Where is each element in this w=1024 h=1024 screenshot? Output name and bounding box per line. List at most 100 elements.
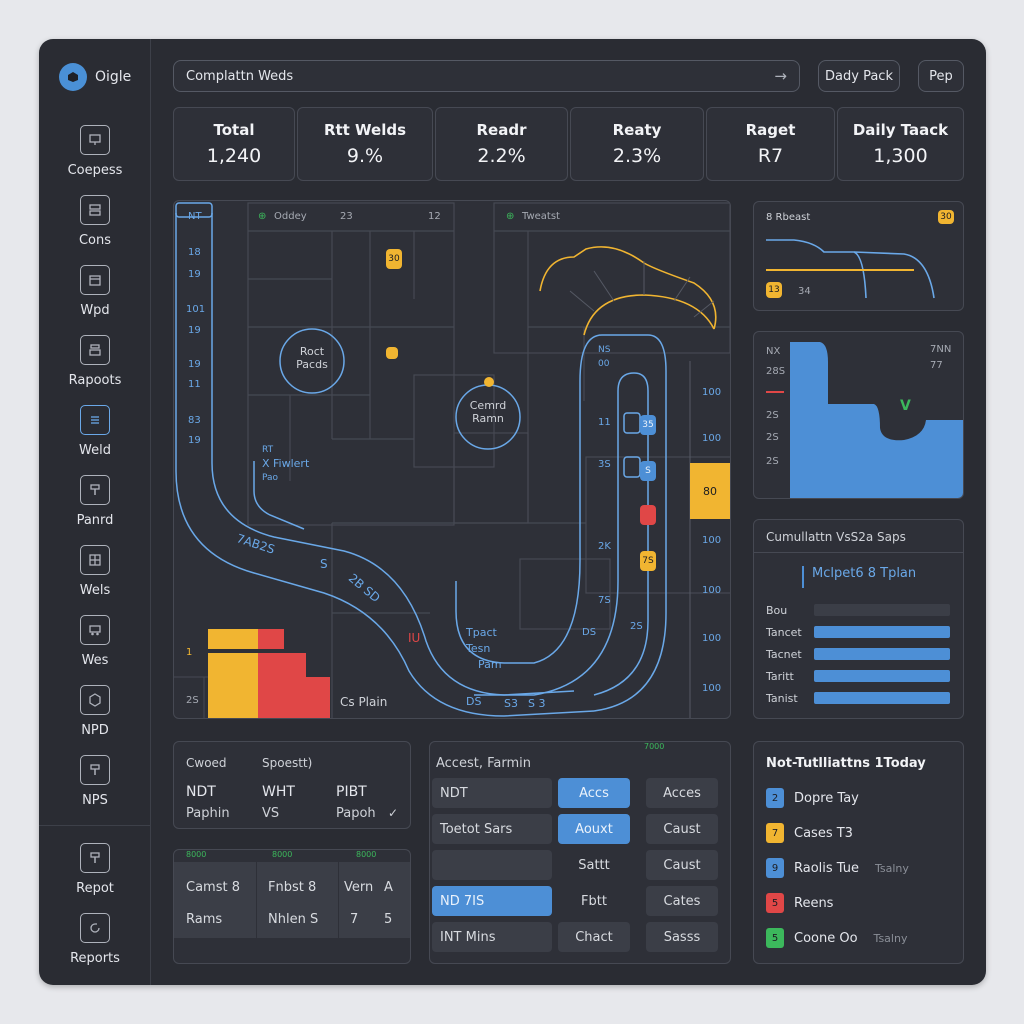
track-label: 19 xyxy=(188,269,201,280)
notifications-panel: Not-Tutlliattns 1Today 2 Dopre Tay 7 Cases … xyxy=(753,741,964,964)
stat-value: 9.% xyxy=(346,145,384,167)
notification-item[interactable]: 9 Raolis Tue Tsalny xyxy=(766,858,909,878)
area-panel: V NX 28S 2S 2S 2S 7NN 77 xyxy=(753,331,964,499)
mark: 8000 xyxy=(186,850,207,859)
sidebar-item-coepess[interactable]: Coepess xyxy=(39,125,151,178)
stat-label: Readr xyxy=(476,121,527,139)
sidebar-item-label: Coepess xyxy=(67,163,123,178)
lane-badge[interactable]: 7S xyxy=(640,551,656,571)
sidebar-item-label: NPD xyxy=(81,723,109,738)
access-button[interactable]: Caust xyxy=(646,850,718,880)
app-name: Oigle xyxy=(95,69,132,85)
track-label: 101 xyxy=(186,304,206,315)
sidebar-item-wes[interactable]: Wes xyxy=(39,615,151,668)
roct-station[interactable]: Roct Pacds xyxy=(280,345,344,371)
fiwlert-label: RT X Fiwlert Pao xyxy=(262,443,309,485)
area-label: 77 xyxy=(930,360,943,371)
subtitle-marker xyxy=(802,566,804,588)
check-icon[interactable]: ✓ xyxy=(388,806,399,820)
report-icon xyxy=(80,843,110,873)
sidebar-item-panrd[interactable]: Panrd xyxy=(39,475,151,528)
cumulative-track xyxy=(814,604,950,616)
lane-badge[interactable]: S xyxy=(640,461,656,481)
access-button[interactable]: Acces xyxy=(646,778,718,808)
mark: 7000 xyxy=(644,742,665,751)
notification-item[interactable]: 7 Cases T3 xyxy=(766,823,853,843)
access-button[interactable]: Sasss xyxy=(646,922,718,952)
panel-badge[interactable]: 30 xyxy=(938,210,954,224)
sidebar-item-reports[interactable]: Reports xyxy=(39,913,151,966)
access-button[interactable]: Sattt xyxy=(578,857,610,873)
sidebar-item-cons[interactable]: Cons xyxy=(39,195,151,248)
access-cell[interactable]: INT Mins xyxy=(432,922,552,952)
access-cell[interactable]: ND 7IS xyxy=(432,886,552,916)
curve-label: IU xyxy=(408,631,421,645)
cell: Paphin xyxy=(186,806,230,821)
access-cell[interactable]: NDT xyxy=(432,778,552,808)
station-line: Cemrd xyxy=(469,399,507,412)
stat-label: Total xyxy=(213,121,255,139)
sidebar-item-weld[interactable]: Weld xyxy=(39,405,151,458)
access-button[interactable]: Accs xyxy=(558,778,630,808)
lane-badge[interactable]: 35 xyxy=(640,415,656,435)
scale-label: 100 xyxy=(702,535,722,546)
tool-icon xyxy=(80,475,110,505)
hexagon-icon xyxy=(80,685,110,715)
sidebar-item-label: NPS xyxy=(82,793,108,808)
panel-divider xyxy=(754,552,963,553)
room-marker[interactable] xyxy=(386,347,398,359)
sidebar-item-repot[interactable]: Repot xyxy=(39,843,151,896)
cumulative-row: Bou xyxy=(754,604,963,618)
pep-button[interactable]: Pep xyxy=(918,60,964,92)
sidebar-item-label: Wes xyxy=(81,653,109,668)
sidebar-item-npd[interactable]: NPD xyxy=(39,685,151,738)
area-label: 28S xyxy=(766,366,786,377)
sidebar-item-nps[interactable]: NPS xyxy=(39,755,151,808)
col-divider xyxy=(256,862,257,938)
sidebar-item-label: Panrd xyxy=(76,513,114,528)
access-button[interactable]: Fbtt xyxy=(581,893,607,909)
access-button[interactable]: Aouxt xyxy=(558,814,630,844)
panel-title: Accest, Farmin xyxy=(436,756,531,771)
cell: WHT xyxy=(262,784,295,800)
access-cell[interactable] xyxy=(432,850,552,880)
lane-badge[interactable] xyxy=(640,505,656,525)
stat-label: Reaty xyxy=(612,121,662,139)
cell: 5 xyxy=(384,912,393,927)
label-line: Tesn xyxy=(466,642,491,655)
track-label: 83 xyxy=(188,415,201,426)
access-panel: Accest, Farmin 7000 NDT Accs Acces Toeto… xyxy=(429,741,731,964)
notification-item[interactable]: 5 Coone Oo Tsalny xyxy=(766,928,907,948)
access-button[interactable]: Chact xyxy=(558,922,630,952)
search-input[interactable] xyxy=(186,68,746,84)
bar-count: 1 xyxy=(186,647,193,658)
cell: Vern xyxy=(344,880,374,895)
sidebar-item-rapoots[interactable]: Rapoots xyxy=(39,335,151,388)
daily-pack-button[interactable]: Dady Pack xyxy=(818,60,900,92)
notification-text: Dopre Tay xyxy=(794,790,859,806)
stat-card: Daily Taack 1,300 xyxy=(837,107,964,181)
panel-badge[interactable]: 13 xyxy=(766,282,782,298)
track-label: 19 xyxy=(188,435,201,446)
notification-item[interactable]: 2 Dopre Tay xyxy=(766,788,859,808)
cemrd-station[interactable]: Cemrd Ramn xyxy=(456,399,520,425)
arrow-right-icon[interactable]: → xyxy=(774,67,787,85)
notification-item[interactable]: 5 Reens xyxy=(766,893,833,913)
sidebar-item-wpd[interactable]: Wpd xyxy=(39,265,151,318)
label-line: NS xyxy=(598,345,611,355)
cumulative-panel: Cumullattn VsS2a Saps Mclpet6 8 Tplan Bo… xyxy=(753,519,964,719)
sidebar-item-wels[interactable]: Wels xyxy=(39,545,151,598)
cell: Fnbst 8 xyxy=(268,880,317,895)
list-icon xyxy=(80,405,110,435)
cumulative-rows: Bou Tancet Tacnet Taritt Tanist xyxy=(754,520,963,718)
capacity-box[interactable]: 80 xyxy=(690,463,730,519)
access-button[interactable]: Cates xyxy=(646,886,718,916)
access-button[interactable]: Caust xyxy=(646,814,718,844)
access-cell[interactable]: Toetot Sars xyxy=(432,814,552,844)
area-label: 2S xyxy=(766,410,779,421)
room-badge[interactable]: 30 xyxy=(386,249,402,269)
panel-title: Not-Tutlliattns 1Today xyxy=(766,756,926,771)
station-marker xyxy=(484,377,494,387)
stat-value: R7 xyxy=(757,145,784,167)
app-logo[interactable]: Oigle xyxy=(59,63,131,91)
